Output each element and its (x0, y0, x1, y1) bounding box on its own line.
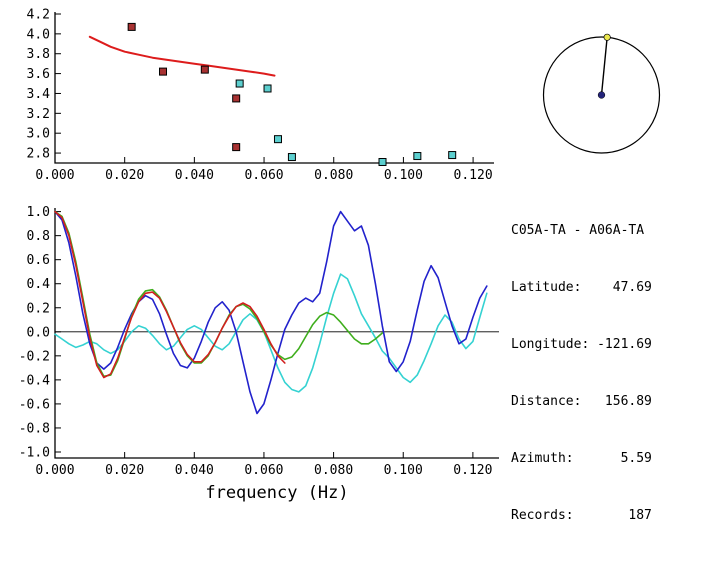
y-tick-label: -0.6 (19, 397, 50, 412)
x-tick-label: 0.100 (384, 463, 423, 478)
observed-real-spectrum-line (54, 210, 488, 415)
observed-imag-spectrum-line (54, 273, 488, 393)
y-tick-label: 3.4 (27, 87, 51, 102)
info-longitude: Longitude: -121.69 (511, 337, 652, 352)
y-tick-label: 0.2 (27, 301, 50, 316)
x-tick-label: 0.060 (244, 463, 283, 478)
cyan-picks-marker[interactable] (287, 153, 296, 162)
y-tick-label: 0.6 (27, 253, 50, 268)
axis-frame (54, 208, 499, 459)
x-tick-label: 0.080 (314, 463, 353, 478)
x-tick-label: 0.060 (244, 168, 283, 183)
cyan-picks-marker[interactable] (448, 151, 457, 160)
y-tick-label: -0.8 (19, 421, 50, 436)
pair-info: C05A-TA - A06A-TA Latitude: 47.69 Longit… (511, 183, 652, 563)
x-tick-label: 0.080 (314, 168, 353, 183)
y-tick-label: 0.0 (27, 325, 50, 340)
x-tick-label: 0.000 (35, 463, 74, 478)
red-picks-marker[interactable] (127, 22, 136, 31)
cyan-picks-marker[interactable] (273, 135, 282, 144)
azimuth-line (600, 37, 608, 96)
info-azimuth: Azimuth: 5.59 (511, 451, 652, 466)
info-records: Records: 187 (511, 508, 652, 523)
y-tick-label: 3.6 (27, 67, 50, 82)
center-dot (597, 91, 606, 99)
x-tick-label: 0.120 (454, 168, 493, 183)
cyan-picks-marker[interactable] (235, 79, 244, 88)
y-tick-label: 3.2 (27, 107, 50, 122)
info-latitude: Latitude: 47.69 (511, 280, 652, 295)
y-tick-label: -1.0 (19, 445, 50, 460)
red-picks-marker[interactable] (232, 143, 241, 152)
predicted-dispersion-curve-line (88, 35, 276, 77)
x-tick-label: 0.040 (175, 168, 214, 183)
x-tick-label: 0.020 (105, 168, 144, 183)
x-tick-label: 0.020 (105, 463, 144, 478)
red-picks-marker[interactable] (200, 65, 209, 74)
info-distance: Distance: 156.89 (511, 394, 652, 409)
y-tick-label: 4.0 (27, 27, 50, 42)
y-tick-label: -0.4 (19, 373, 50, 388)
y-tick-label: 2.8 (27, 147, 50, 162)
y-tick-label: 4.2 (27, 7, 50, 22)
y-tick-label: 0.8 (27, 229, 50, 244)
cyan-picks-marker[interactable] (413, 152, 422, 161)
x-tick-label: 0.040 (175, 463, 214, 478)
x-tick-label: 0.000 (35, 168, 74, 183)
pair-title: C05A-TA - A06A-TA (511, 223, 645, 238)
x-axis-label: frequency (Hz) (205, 483, 348, 503)
fit-short-spectrum-line (54, 210, 286, 379)
cyan-picks-marker[interactable] (378, 158, 387, 167)
azimuth-plot (542, 33, 661, 154)
red-picks-marker[interactable] (159, 67, 168, 76)
spectra-chart[interactable]: 0.000 0.020 0.040 0.060 0.080 0.100 0.120 -1.0 -… (0, 200, 540, 519)
azimuth-circle (542, 36, 661, 154)
dispersion-chart[interactable]: 0.000 0.020 0.040 0.060 0.080 0.100 0.120 2.8 3.… (0, 0, 520, 195)
y-tick-label: 3.8 (27, 47, 50, 62)
y-tick-label: -0.2 (19, 349, 50, 364)
x-tick-label: 0.100 (384, 168, 423, 183)
y-tick-label: 3.0 (27, 127, 50, 142)
cyan-picks-marker[interactable] (263, 84, 272, 93)
red-picks-marker[interactable] (232, 94, 241, 103)
x-tick-label: 0.120 (453, 463, 492, 478)
station-dot (603, 33, 611, 41)
y-tick-label: 1.0 (27, 205, 50, 220)
y-tick-label: 0.4 (27, 277, 51, 292)
